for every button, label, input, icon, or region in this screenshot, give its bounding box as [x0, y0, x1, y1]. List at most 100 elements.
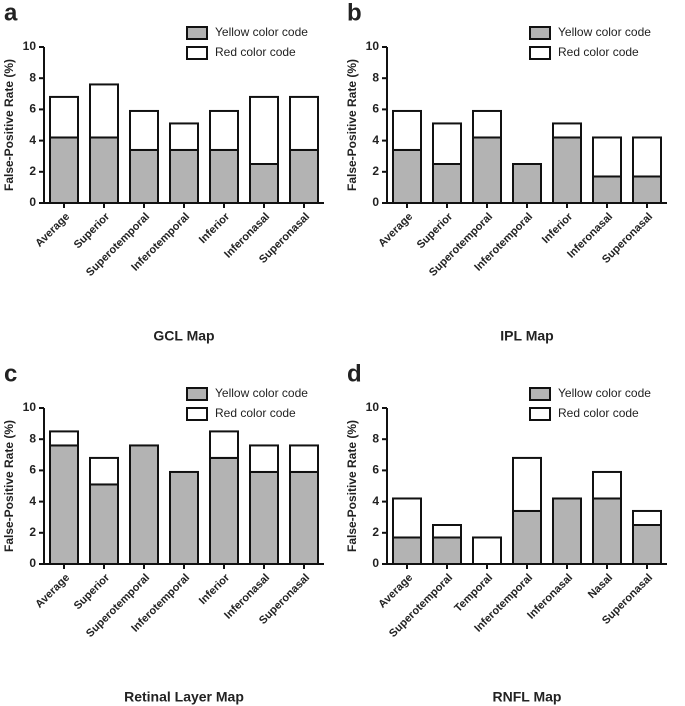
- bar-segment: [392, 536, 422, 565]
- bar-segment: [49, 95, 79, 139]
- x-tick-label: Average: [376, 572, 415, 611]
- panel: d False-Positive Rate (%) RNFL Map 0 2 4 6 8 10 A…: [345, 360, 667, 705]
- bar-segment: [392, 148, 422, 205]
- legend-label: Red color code: [215, 45, 296, 59]
- y-tick-label: 4: [29, 133, 36, 147]
- bar-segment: [89, 136, 119, 204]
- legend-swatch: [186, 26, 208, 40]
- y-tick-label: 0: [372, 556, 379, 570]
- bar-segment: [432, 524, 462, 539]
- legend-label: Yellow color code: [558, 386, 651, 400]
- bar-segment: [249, 95, 279, 165]
- bar-segment: [49, 430, 79, 447]
- y-tick-label: 4: [372, 494, 379, 508]
- x-tick-label: Average: [33, 211, 72, 250]
- x-tick-label: Superior: [415, 210, 456, 251]
- y-axis-label: False-Positive Rate (%): [2, 420, 16, 552]
- bar-segment: [129, 444, 159, 565]
- legend-label: Red color code: [558, 45, 639, 59]
- x-tick-label: Inferior: [197, 210, 233, 246]
- bar-segment: [392, 497, 422, 539]
- x-tick-label: Average: [376, 211, 415, 250]
- y-tick-label: 0: [29, 556, 36, 570]
- y-tick-label: 2: [372, 164, 379, 178]
- bar-segment: [392, 109, 422, 151]
- bar-segment: [209, 148, 239, 205]
- panel-label: d: [347, 360, 362, 387]
- bar-segment: [49, 444, 79, 565]
- y-tick-label: 4: [29, 494, 36, 508]
- bar-segment: [169, 122, 199, 151]
- bar-segment: [89, 83, 119, 139]
- bar-segment: [169, 470, 199, 565]
- bar-segment: [209, 456, 239, 565]
- x-axis-label: Retinal Layer Map: [124, 689, 244, 705]
- bar-segment: [592, 175, 622, 204]
- y-tick-label: 6: [372, 463, 379, 477]
- legend-swatch: [186, 407, 208, 421]
- bar-segment: [592, 136, 622, 178]
- bar-segment: [289, 148, 319, 205]
- bar-segment: [169, 148, 199, 205]
- bar-segment: [129, 109, 159, 151]
- bar-segment: [592, 470, 622, 500]
- y-tick-label: 10: [366, 39, 380, 53]
- y-tick-label: 8: [29, 431, 36, 445]
- bar-segment: [432, 536, 462, 565]
- bar-segment: [209, 430, 239, 459]
- bar-segment: [632, 136, 662, 178]
- bar-segment: [89, 456, 119, 486]
- bar-segment: [552, 136, 582, 204]
- x-tick-label: Inferior: [540, 210, 576, 246]
- legend-label: Yellow color code: [215, 25, 308, 39]
- y-tick-label: 2: [29, 525, 36, 539]
- y-tick-label: 2: [29, 164, 36, 178]
- bar-segment: [289, 444, 319, 473]
- bar-segment: [472, 136, 502, 204]
- x-tick-label: Temporal: [452, 572, 495, 615]
- bar-segment: [472, 536, 502, 565]
- legend-swatch: [529, 46, 551, 60]
- legend-swatch: [529, 26, 551, 40]
- bar-segment: [632, 509, 662, 527]
- y-tick-label: 0: [29, 195, 36, 209]
- bar-segment: [249, 163, 279, 204]
- legend-swatch: [529, 387, 551, 401]
- legend-swatch: [186, 46, 208, 60]
- y-axis-label: False-Positive Rate (%): [2, 59, 16, 191]
- x-tick-label: Average: [33, 572, 72, 611]
- y-axis-label: False-Positive Rate (%): [345, 420, 359, 552]
- y-tick-label: 6: [29, 102, 36, 116]
- bar-segment: [432, 122, 462, 166]
- bar-segment: [552, 497, 582, 565]
- bar-segment: [512, 456, 542, 512]
- legend-swatch: [186, 387, 208, 401]
- bar-segment: [289, 470, 319, 565]
- bar-segment: [249, 470, 279, 565]
- bar-segment: [632, 175, 662, 204]
- y-tick-label: 8: [29, 70, 36, 84]
- x-axis-label: IPL Map: [500, 328, 553, 344]
- y-tick-label: 4: [372, 133, 379, 147]
- x-tick-label: Nasal: [586, 572, 615, 601]
- x-tick-label: Superior: [72, 210, 113, 251]
- bar-segment: [512, 163, 542, 204]
- legend-swatch: [529, 407, 551, 421]
- bar-segment: [89, 483, 119, 565]
- panel-label: a: [4, 0, 18, 26]
- legend-label: Red color code: [558, 406, 639, 420]
- bar-segment: [472, 109, 502, 139]
- legend-label: Yellow color code: [558, 25, 651, 39]
- bar-segment: [512, 509, 542, 566]
- x-axis-label: RNFL Map: [493, 689, 562, 705]
- y-tick-label: 10: [366, 400, 380, 414]
- legend-label: Yellow color code: [215, 386, 308, 400]
- y-tick-label: 10: [23, 39, 37, 53]
- y-tick-label: 0: [372, 195, 379, 209]
- bar-segment: [49, 136, 79, 204]
- legend-label: Red color code: [215, 406, 296, 420]
- bar-segment: [432, 163, 462, 204]
- bar-segment: [289, 95, 319, 151]
- x-tick-label: Inferior: [197, 571, 233, 607]
